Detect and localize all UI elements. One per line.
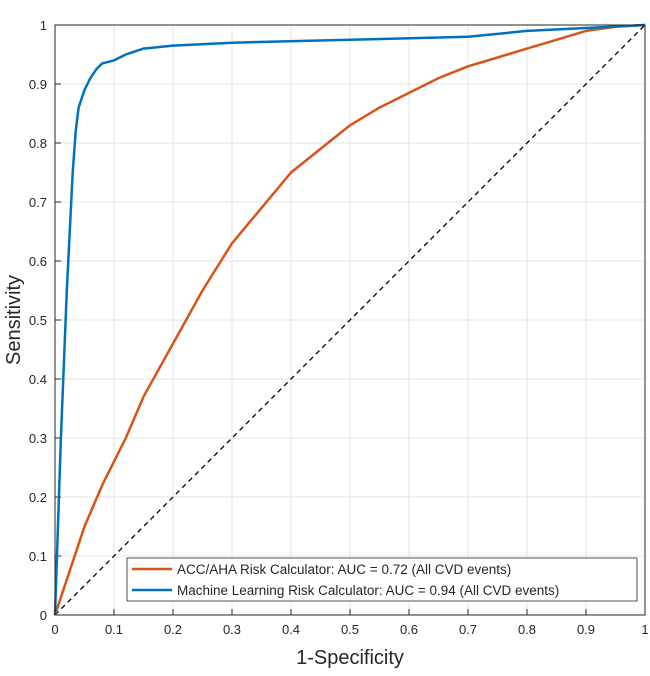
x-tick-label: 0.8: [518, 622, 536, 637]
x-tick-label: 0.3: [223, 622, 241, 637]
y-axis-label: Sensitivity: [3, 275, 25, 365]
y-tick-label: 1: [40, 18, 47, 33]
y-tick-label: 0.4: [29, 372, 47, 387]
x-tick-label: 0.2: [164, 622, 182, 637]
y-tick-label: 0.1: [29, 549, 47, 564]
y-tick-label: 0.7: [29, 195, 47, 210]
series-lines: [53, 23, 646, 616]
x-tick-label: 0.5: [341, 622, 359, 637]
y-tick-label: 0: [40, 608, 47, 623]
legend-label-acc-aha: ACC/AHA Risk Calculator: AUC = 0.72 (All…: [177, 562, 511, 577]
x-tick-label: 0: [51, 622, 58, 637]
axes-box: [54, 24, 646, 616]
legend-label-machine-learning: Machine Learning Risk Calculator: AUC = …: [177, 583, 559, 598]
y-tick-label: 0.8: [29, 136, 47, 151]
acc-aha-roc-line: [53, 23, 646, 616]
y-tick-label: 0.2: [29, 490, 47, 505]
legend: ACC/AHA Risk Calculator: AUC = 0.72 (All…: [126, 557, 638, 602]
reference-diagonal-line: [54, 24, 646, 616]
x-tick-label: 0.6: [400, 622, 418, 637]
x-tick-label: 0.4: [282, 622, 300, 637]
x-tick-label: 0.1: [105, 622, 123, 637]
ticks: 0 0.1 0.2 0.3 0.4 0.5 0.6 0.7 0.8 0.9 1 0 0.1 0.2 0.3 0…: [29, 18, 649, 637]
y-tick-label: 0.6: [29, 254, 47, 269]
machine-learning-roc-line: [53, 23, 646, 616]
y-tick-label: 0.5: [29, 313, 47, 328]
y-tick-label: 0.3: [29, 431, 47, 446]
x-axis-label: 1-Specificity: [296, 647, 404, 669]
x-tick-label: 0.7: [459, 622, 477, 637]
x-tick-label: 1: [641, 622, 648, 637]
y-tick-label: 0.9: [29, 77, 47, 92]
x-tick-label: 0.9: [577, 622, 595, 637]
